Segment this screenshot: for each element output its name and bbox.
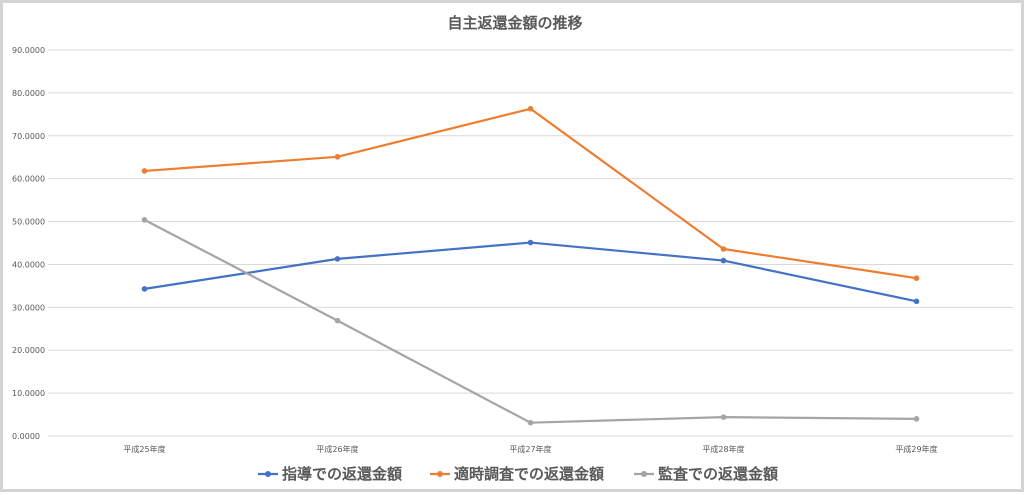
series-line-0 bbox=[144, 241, 917, 303]
data-point bbox=[527, 419, 534, 426]
data-point bbox=[913, 275, 920, 281]
legend-label: 監査での返還金額 bbox=[658, 465, 778, 483]
data-point bbox=[141, 217, 148, 223]
data-point bbox=[334, 317, 341, 324]
legend-swatch-marker bbox=[641, 471, 647, 477]
x-tick-label: 平成27年度 bbox=[509, 444, 551, 454]
y-tick-label: 90.0000 bbox=[12, 46, 45, 55]
gridlines bbox=[48, 49, 1013, 437]
legend-label: 指導での返還金額 bbox=[282, 465, 402, 483]
data-point bbox=[913, 416, 920, 422]
y-tick-label: 50.0000 bbox=[12, 218, 45, 227]
data-point bbox=[720, 414, 727, 420]
series-lines bbox=[141, 105, 920, 426]
legend: 指導での返還金額 適時調査での返還金額 監査での返還金額 bbox=[258, 465, 778, 483]
data-point bbox=[334, 153, 341, 160]
y-tick-label: 20.0000 bbox=[12, 346, 45, 355]
data-point bbox=[527, 105, 534, 112]
x-tick-label: 平成29年度 bbox=[895, 444, 937, 454]
series-line-1 bbox=[144, 107, 917, 280]
y-axis-ticks: 0.0000 10.0000 20.0000 30.0000 40.0000 50.000… bbox=[12, 46, 45, 441]
y-tick-label: 80.0000 bbox=[12, 89, 45, 98]
chart-title: 自主返還金額の推移 bbox=[447, 14, 582, 32]
data-point bbox=[720, 246, 727, 252]
x-tick-label: 平成25年度 bbox=[123, 444, 165, 454]
legend-swatch-marker bbox=[265, 471, 271, 477]
y-tick-label: 10.0000 bbox=[12, 389, 45, 398]
data-point bbox=[913, 298, 920, 305]
data-point bbox=[334, 256, 341, 262]
series-line-2 bbox=[143, 218, 917, 424]
y-tick-label: 0.0000 bbox=[12, 432, 40, 441]
data-point bbox=[141, 286, 148, 292]
legend-label: 適時調査での返還金額 bbox=[454, 465, 604, 483]
y-tick-label: 70.0000 bbox=[12, 132, 45, 141]
x-axis-ticks: 平成25年度 平成26年度 平成27年度 平成28年度 平成29年度 bbox=[123, 444, 937, 454]
x-tick-label: 平成26年度 bbox=[316, 444, 358, 454]
y-tick-label: 40.0000 bbox=[12, 260, 45, 269]
y-tick-label: 30.0000 bbox=[12, 303, 45, 312]
legend-swatch-marker bbox=[437, 471, 443, 477]
line-chart: 自主返還金額の推移 0.0000 10.0000 20.0000 30.0000 40.… bbox=[12, 14, 1013, 483]
data-point bbox=[527, 239, 534, 246]
y-tick-label: 60.0000 bbox=[12, 175, 45, 184]
data-point bbox=[720, 257, 727, 264]
x-tick-label: 平成28年度 bbox=[702, 444, 744, 454]
data-point bbox=[141, 168, 148, 174]
